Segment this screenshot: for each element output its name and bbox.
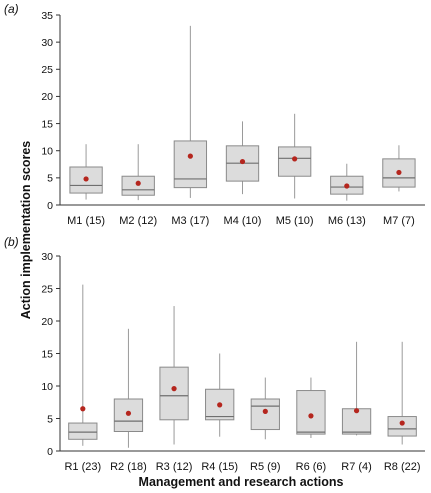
category-label: R7 (4) bbox=[341, 461, 372, 473]
mean-dot bbox=[80, 406, 86, 412]
box-r4 bbox=[205, 353, 235, 437]
panel-a-y-axis: 0 5 10 15 20 25 30 35 bbox=[41, 10, 425, 212]
y-tick-label: 5 bbox=[47, 413, 53, 425]
category-label: M6 (13) bbox=[328, 215, 366, 227]
mean-dot bbox=[171, 386, 177, 392]
category-label: M1 (15) bbox=[67, 215, 105, 227]
iqr-box bbox=[277, 146, 312, 177]
y-tick-label: 5 bbox=[47, 173, 53, 185]
iqr-box bbox=[113, 398, 144, 432]
x-axis-title: Management and research actions bbox=[139, 475, 344, 489]
y-axis-title: Action implementation scores bbox=[19, 141, 33, 320]
category-label: R1 (23) bbox=[64, 461, 101, 473]
iqr-box bbox=[173, 140, 208, 189]
category-label: R2 (18) bbox=[110, 461, 147, 473]
box-r8 bbox=[387, 341, 417, 445]
mean-dot bbox=[353, 408, 360, 414]
box-m1 bbox=[69, 144, 103, 200]
iqr-box bbox=[159, 366, 189, 421]
panel-b-boxes bbox=[68, 284, 417, 448]
category-label: R4 (15) bbox=[201, 461, 238, 473]
box-m3 bbox=[173, 25, 208, 198]
iqr-box bbox=[387, 416, 417, 437]
iqr-box bbox=[296, 390, 326, 435]
panel-a: (a) 0 5 10 15 20 25 30 35 M1 (15) M2 (12) M3 (17)… bbox=[4, 2, 425, 227]
mean-dot bbox=[187, 153, 193, 159]
y-tick-label: 10 bbox=[41, 146, 53, 158]
iqr-box bbox=[341, 408, 372, 435]
box-r1 bbox=[68, 284, 98, 446]
box-r7 bbox=[341, 341, 372, 436]
panel-b: (b) 0 5 10 15 20 25 30 R1 (23) R2 (18) R3 (12) R4… bbox=[4, 235, 425, 473]
mean-dot bbox=[217, 402, 223, 408]
category-label: M3 (17) bbox=[171, 215, 209, 227]
category-label: R5 (9) bbox=[250, 461, 281, 473]
panel-a-boxes bbox=[69, 25, 416, 201]
iqr-box bbox=[382, 158, 416, 188]
category-label: M4 (10) bbox=[224, 215, 262, 227]
mean-dot bbox=[125, 410, 132, 416]
y-tick-label: 15 bbox=[41, 348, 53, 360]
mean-dot bbox=[239, 158, 246, 165]
y-tick-label: 0 bbox=[47, 200, 53, 212]
category-label: R6 (6) bbox=[296, 461, 327, 473]
box-m2 bbox=[121, 144, 155, 201]
box-r2 bbox=[113, 328, 144, 448]
mean-dot bbox=[292, 156, 298, 162]
category-label: M2 (12) bbox=[119, 215, 157, 227]
iqr-box bbox=[250, 398, 280, 431]
y-tick-label: 25 bbox=[41, 283, 53, 295]
y-tick-label: 35 bbox=[41, 10, 53, 22]
y-tick-label: 0 bbox=[47, 446, 53, 458]
y-tick-label: 15 bbox=[41, 118, 53, 130]
y-tick-label: 25 bbox=[41, 64, 53, 76]
panel-b-y-axis: 0 5 10 15 20 25 30 bbox=[41, 251, 425, 458]
mean-dot bbox=[83, 176, 89, 182]
mean-dot bbox=[262, 408, 268, 414]
box-m5 bbox=[277, 113, 312, 199]
y-tick-label: 30 bbox=[41, 251, 53, 263]
box-m6 bbox=[330, 163, 364, 201]
category-label: M7 (7) bbox=[383, 215, 415, 227]
mean-dot bbox=[308, 413, 314, 419]
box-m7 bbox=[382, 145, 416, 192]
y-tick-label: 30 bbox=[41, 37, 53, 49]
box-m4 bbox=[225, 121, 260, 195]
panel-b-x-axis: R1 (23) R2 (18) R3 (12) R4 (15) R5 (9) R6 (6)… bbox=[64, 461, 420, 473]
mean-dot bbox=[399, 420, 405, 426]
mean-dot bbox=[135, 180, 141, 186]
box-r6 bbox=[296, 377, 326, 438]
iqr-box bbox=[68, 422, 98, 440]
panel-a-x-axis: M1 (15) M2 (12) M3 (17) M4 (10) M5 (10) M6 (1… bbox=[67, 215, 415, 227]
category-label: M5 (10) bbox=[276, 215, 314, 227]
panel-a-label: (a) bbox=[4, 2, 19, 16]
category-label: R3 (12) bbox=[156, 461, 193, 473]
y-tick-label: 20 bbox=[41, 91, 53, 103]
box-r5 bbox=[250, 377, 280, 440]
mean-dot bbox=[396, 169, 402, 176]
y-tick-label: 10 bbox=[41, 381, 53, 393]
panel-b-label: (b) bbox=[4, 235, 19, 249]
category-label: R8 (22) bbox=[384, 461, 421, 473]
box-r3 bbox=[159, 306, 189, 445]
y-tick-label: 20 bbox=[41, 316, 53, 328]
mean-dot bbox=[344, 183, 350, 189]
